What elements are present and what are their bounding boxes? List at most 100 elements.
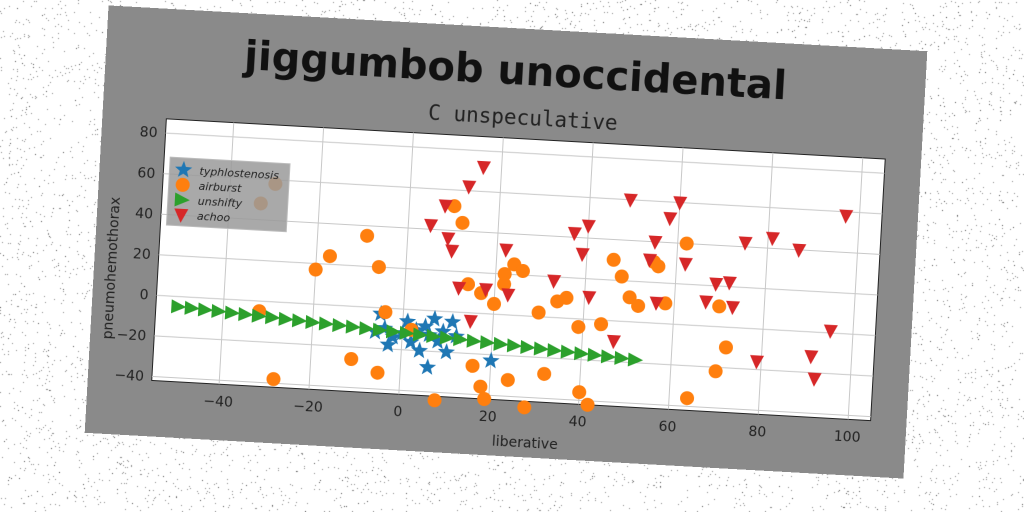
airburst-point (515, 264, 530, 279)
airburst-point (614, 269, 629, 284)
airburst-point (461, 277, 476, 292)
x-tick-label: −20 (293, 398, 323, 416)
typhlostenosis-point (482, 351, 500, 369)
airburst-point (708, 364, 723, 379)
airburst-point (606, 252, 621, 267)
airburst-point (559, 290, 574, 305)
legend-marker-airburst (175, 177, 190, 192)
x-gridline (398, 132, 414, 395)
y-tick-label: −40 (114, 367, 144, 385)
legend-marker-achoo (174, 208, 189, 223)
achoo-point (673, 196, 688, 211)
chart-subtitle: C unspeculative (428, 100, 619, 135)
series-unshifty (170, 299, 644, 367)
typhlostenosis-point (379, 335, 397, 353)
legend-label-unshifty: unshifty (197, 195, 243, 210)
unshifty-point (332, 318, 348, 333)
y-tick-label: −20 (116, 327, 146, 345)
airburst-point (680, 391, 695, 406)
unshifty-point (224, 305, 241, 320)
x-gridline (308, 127, 325, 390)
achoo-point (648, 235, 663, 250)
airburst-point (497, 277, 512, 292)
x-tick-label: 0 (393, 404, 403, 420)
chart-title: jiggumbob unoccidental (241, 33, 788, 109)
airburst-point (594, 317, 609, 332)
achoo-point (663, 211, 678, 227)
achoo-point (678, 257, 693, 272)
achoo-point (726, 300, 741, 316)
unshifty-point (506, 338, 523, 353)
airburst-point (427, 393, 442, 408)
unshifty-point (533, 341, 550, 356)
y-axis-label: pneumohemothorax (100, 196, 124, 339)
achoo-point (649, 296, 664, 311)
airburst-point (718, 340, 733, 355)
airburst-point (371, 260, 386, 275)
achoo-point (738, 236, 753, 251)
x-tick-label: 100 (833, 429, 861, 446)
y-tick-label: 40 (135, 206, 154, 223)
unshifty-point (412, 327, 429, 342)
y-tick-label: 80 (139, 125, 158, 142)
achoo-point (722, 276, 737, 291)
unshifty-point (385, 324, 402, 339)
airburst-point (266, 372, 281, 387)
achoo-point (445, 244, 460, 259)
y-axis-ticks: −40 −20 0 20 40 60 80 (114, 125, 158, 385)
achoo-point (567, 226, 582, 242)
achoo-point (804, 349, 819, 365)
airburst-point (651, 259, 666, 274)
unshifty-point (439, 330, 456, 345)
x-axis-ticks: −40 −20 0 20 40 60 80 100 (203, 393, 861, 446)
achoo-point (623, 193, 638, 208)
typhlostenosis-point (410, 341, 429, 359)
unshifty-point (318, 316, 335, 331)
x-gridline (578, 142, 594, 405)
achoo-point (476, 160, 491, 176)
unshifty-point (238, 307, 254, 322)
airburst-point (378, 305, 393, 320)
unshifty-point (520, 339, 536, 354)
scatter-chart: jiggumbob unoccidental C unspeculative −… (100, 33, 886, 453)
airburst-point (370, 365, 385, 380)
achoo-point (699, 295, 714, 310)
achoo-point (709, 277, 724, 292)
typhlostenosis-point (426, 309, 444, 327)
airburst-point (712, 299, 727, 314)
x-gridline (847, 157, 864, 420)
legend-marker-unshifty (174, 192, 190, 207)
airburst-point (571, 319, 586, 334)
unshifty-point (197, 302, 214, 317)
airburst-point (322, 249, 337, 264)
unshifty-point (560, 344, 576, 359)
achoo-point (792, 243, 807, 258)
airburst-point (517, 400, 532, 415)
achoo-point (501, 288, 516, 303)
legend-label-airburst: airburst (198, 180, 242, 195)
x-tick-label: 60 (658, 419, 677, 436)
achoo-point (581, 219, 596, 234)
series-airburst (252, 176, 733, 415)
x-tick-label: −40 (203, 393, 233, 411)
x-gridline (757, 152, 774, 415)
y-tick-label: 20 (132, 246, 151, 263)
y-gridline (154, 335, 874, 377)
unshifty-point (627, 352, 644, 367)
achoo-point (424, 218, 439, 234)
x-tick-label: 20 (478, 409, 497, 426)
airburst-point (580, 397, 595, 412)
unshifty-point (547, 343, 563, 358)
unshifty-point (466, 333, 482, 348)
typhlostenosis-point (402, 333, 420, 350)
x-gridline (667, 147, 684, 410)
unshifty-point (345, 319, 362, 334)
airburst-point (477, 392, 492, 407)
legend-box (165, 156, 291, 233)
unshifty-point (574, 346, 590, 361)
achoo-point (606, 334, 621, 350)
achoo-point (499, 243, 514, 258)
airburst-point (622, 290, 637, 305)
